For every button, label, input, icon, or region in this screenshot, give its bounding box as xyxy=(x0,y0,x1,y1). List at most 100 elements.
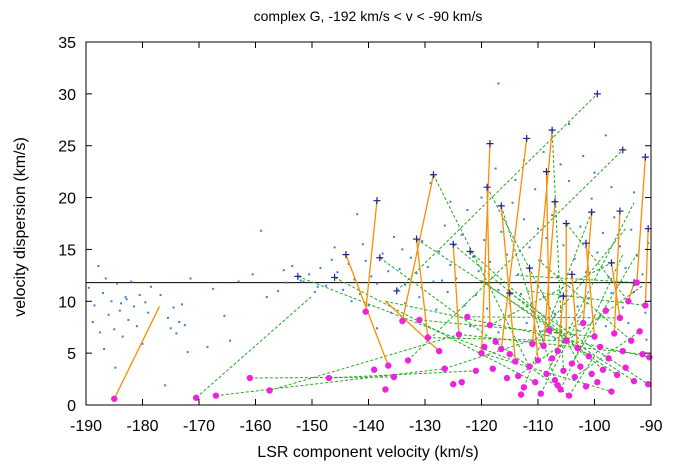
plus-marker xyxy=(483,183,491,191)
magenta-data-point xyxy=(212,392,220,399)
small-data-point xyxy=(610,186,613,189)
orange-line xyxy=(545,171,550,331)
magenta-data-point xyxy=(577,363,584,370)
plus-marker xyxy=(542,168,550,176)
green-dashed-line xyxy=(509,292,649,385)
small-data-point xyxy=(110,300,113,303)
small-data-point xyxy=(124,296,127,299)
magenta-data-point xyxy=(503,374,511,382)
small-data-point xyxy=(585,271,588,274)
green-dashed-line xyxy=(328,370,476,379)
small-data-point xyxy=(409,256,412,259)
green-dashed-lines-group xyxy=(195,93,650,399)
small-data-point xyxy=(186,351,189,354)
orange-line xyxy=(500,138,528,350)
small-data-point xyxy=(313,290,316,293)
magenta-data-point xyxy=(266,387,273,394)
x-tick-label: -110 xyxy=(523,418,554,435)
small-data-point xyxy=(330,258,333,261)
small-data-point xyxy=(514,178,517,181)
magenta-data-point xyxy=(636,328,643,335)
small-data-point xyxy=(480,196,483,199)
x-tick-label: -170 xyxy=(183,418,215,435)
orange-line xyxy=(585,243,596,337)
small-data-point xyxy=(166,316,169,319)
plus-marker xyxy=(523,134,531,142)
green-dashed-line xyxy=(486,186,581,367)
magenta-data-point xyxy=(594,378,601,386)
small-data-point xyxy=(624,267,627,270)
green-dashed-line xyxy=(433,174,530,367)
small-data-point xyxy=(534,188,537,191)
orange-line xyxy=(500,205,517,362)
small-data-point xyxy=(169,327,172,330)
small-data-point xyxy=(576,329,579,332)
small-data-point xyxy=(308,273,311,276)
plot-frame-group xyxy=(85,41,652,406)
magenta-data-point xyxy=(246,374,254,382)
orange-line xyxy=(613,211,621,334)
small-data-point xyxy=(415,272,418,275)
magenta-data-point xyxy=(540,342,547,350)
plus-marker xyxy=(607,259,615,267)
magenta-data-point xyxy=(498,345,505,353)
small-data-point xyxy=(426,266,429,269)
small-data-point xyxy=(511,201,514,204)
small-data-point xyxy=(644,311,647,314)
small-data-point xyxy=(542,150,545,153)
green-dashed-line xyxy=(396,93,598,292)
green-dashed-line xyxy=(379,257,570,397)
magenta-data-point xyxy=(517,391,525,398)
magenta-data-point xyxy=(565,392,573,399)
magenta-data-point xyxy=(546,327,553,334)
orange-line xyxy=(365,200,378,312)
small-data-point xyxy=(164,384,167,387)
small-data-point xyxy=(392,235,395,238)
small-data-point xyxy=(149,285,152,288)
magenta-data-point xyxy=(489,365,496,372)
magenta-data-point xyxy=(390,373,398,381)
magenta-data-point xyxy=(633,279,641,286)
small-data-point xyxy=(147,311,150,314)
small-data-point xyxy=(223,314,226,317)
magenta-data-point xyxy=(450,381,457,388)
magenta-data-point xyxy=(582,383,590,390)
magenta-data-point xyxy=(537,390,545,397)
chart-title: complex G, -192 km/s < v < -90 km/s xyxy=(254,8,483,24)
small-data-point xyxy=(138,294,141,297)
small-data-point xyxy=(101,291,104,294)
magenta-data-point xyxy=(385,362,392,369)
plus-marker xyxy=(294,272,302,280)
small-data-point xyxy=(531,310,534,313)
small-data-point xyxy=(260,229,263,232)
plus-marker xyxy=(526,264,534,272)
green-dashed-line xyxy=(467,316,620,319)
orange-lines-group xyxy=(113,130,649,400)
magenta-data-point xyxy=(622,364,629,371)
small-data-point xyxy=(463,304,466,307)
magenta-data-point xyxy=(605,355,612,362)
small-data-point xyxy=(375,282,378,285)
small-data-point xyxy=(438,250,441,253)
magenta-data-point xyxy=(628,337,635,344)
small-data-point xyxy=(316,285,319,288)
small-data-point xyxy=(497,331,500,334)
small-data-point xyxy=(520,293,523,296)
small-data-point xyxy=(141,342,144,345)
x-tick-label: -150 xyxy=(296,418,328,435)
small-data-point xyxy=(635,254,638,257)
green-dashed-line xyxy=(407,149,624,361)
magenta-data-point xyxy=(599,366,607,373)
magenta-data-point xyxy=(554,347,561,355)
x-axis-title: LSR component velocity (km/s) xyxy=(257,444,478,461)
magenta-data-point xyxy=(551,376,559,384)
small-data-point xyxy=(613,216,616,219)
small-data-point xyxy=(103,347,106,350)
green-dashed-line xyxy=(416,238,635,382)
small-data-point xyxy=(97,265,100,268)
small-data-point xyxy=(125,298,128,301)
plus-marker xyxy=(582,239,590,247)
small-data-point xyxy=(443,224,446,227)
orange-line xyxy=(531,130,553,344)
